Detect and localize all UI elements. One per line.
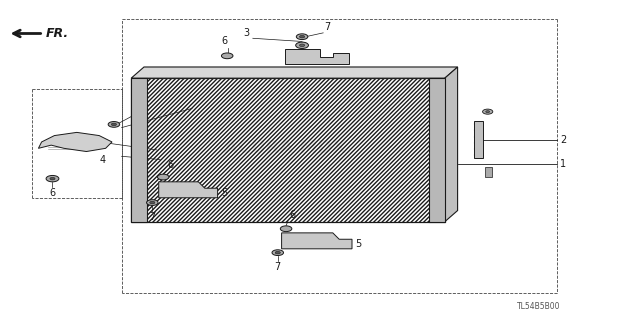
Text: 5: 5 [355, 239, 362, 249]
Circle shape [486, 111, 490, 113]
Circle shape [157, 174, 169, 180]
Circle shape [108, 122, 120, 127]
Polygon shape [474, 121, 483, 158]
Text: 6: 6 [168, 160, 174, 170]
Polygon shape [282, 233, 352, 249]
Text: 6: 6 [289, 210, 296, 220]
Circle shape [483, 109, 493, 114]
Text: 7: 7 [149, 212, 156, 222]
Circle shape [300, 35, 305, 38]
Text: 2: 2 [560, 135, 566, 145]
Text: 7: 7 [275, 262, 281, 272]
Text: 3: 3 [243, 28, 250, 38]
Polygon shape [285, 49, 349, 64]
Text: 6: 6 [221, 36, 227, 46]
Circle shape [221, 53, 233, 59]
Circle shape [280, 226, 292, 232]
Circle shape [300, 44, 305, 47]
Polygon shape [485, 167, 492, 177]
Text: 7: 7 [136, 104, 142, 114]
Text: 5: 5 [221, 188, 227, 198]
Polygon shape [429, 78, 445, 222]
Text: ACURA MDX: ACURA MDX [223, 139, 346, 157]
Circle shape [111, 123, 116, 126]
Text: B-60: B-60 [64, 137, 93, 147]
Polygon shape [131, 78, 147, 222]
Circle shape [150, 201, 155, 204]
Circle shape [147, 200, 158, 205]
Circle shape [50, 177, 55, 180]
Circle shape [296, 42, 308, 48]
Circle shape [275, 251, 280, 254]
Circle shape [296, 34, 308, 40]
Text: 7: 7 [324, 22, 331, 32]
Text: FR.: FR. [46, 27, 69, 40]
Circle shape [272, 250, 284, 256]
Polygon shape [131, 67, 458, 78]
Polygon shape [159, 182, 218, 198]
Text: 4: 4 [99, 155, 106, 165]
Text: TL54B5B00: TL54B5B00 [516, 302, 560, 311]
Text: 1: 1 [560, 159, 566, 169]
Text: 6: 6 [49, 188, 56, 198]
Polygon shape [445, 67, 458, 222]
Polygon shape [38, 132, 112, 152]
Circle shape [46, 175, 59, 182]
